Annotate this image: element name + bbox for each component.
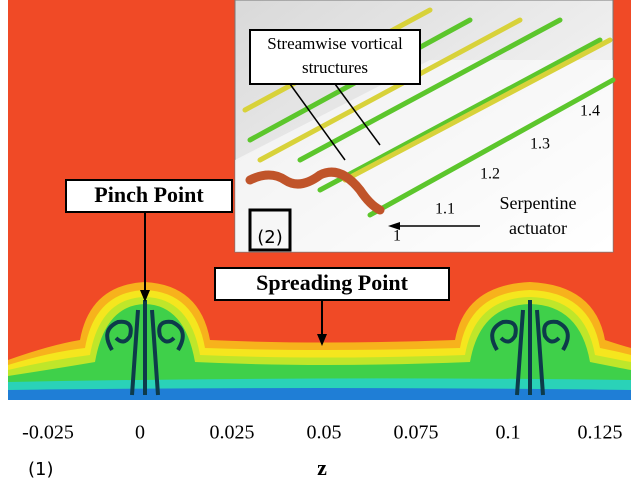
x-tick-label: 0.075 bbox=[394, 422, 439, 444]
station-label: 1.1 bbox=[435, 201, 455, 218]
annotation: Spreading Point bbox=[256, 270, 408, 295]
panel-label: (1) bbox=[28, 459, 54, 480]
callout: Streamwise vortical bbox=[267, 34, 403, 53]
callout: structures bbox=[302, 58, 368, 77]
actuator-label: actuator bbox=[509, 218, 567, 238]
actuator-label: Serpentine bbox=[500, 193, 577, 213]
x-tick-label: 0.125 bbox=[578, 422, 623, 444]
figure: Pinch Point Spreading Point Streamwise v… bbox=[0, 0, 631, 488]
x-tick-label: 0.025 bbox=[210, 422, 255, 444]
x-tick-label: 0.1 bbox=[496, 422, 521, 444]
axis-label: z bbox=[317, 455, 327, 480]
station-label: 1.2 bbox=[480, 166, 500, 183]
x-tick-label: -0.025 bbox=[22, 422, 74, 444]
inset: Streamwise vortical structures 1.4 1.3 1… bbox=[235, 0, 613, 252]
panel-label: (2) bbox=[257, 227, 283, 248]
x-tick-label: 0 bbox=[135, 422, 145, 444]
x-tick-label: 0.05 bbox=[307, 422, 342, 444]
station-label: 1.4 bbox=[580, 103, 600, 120]
station-label: 1.3 bbox=[530, 136, 550, 153]
annotation: Pinch Point bbox=[94, 182, 204, 207]
station-label: 1 bbox=[393, 228, 401, 245]
